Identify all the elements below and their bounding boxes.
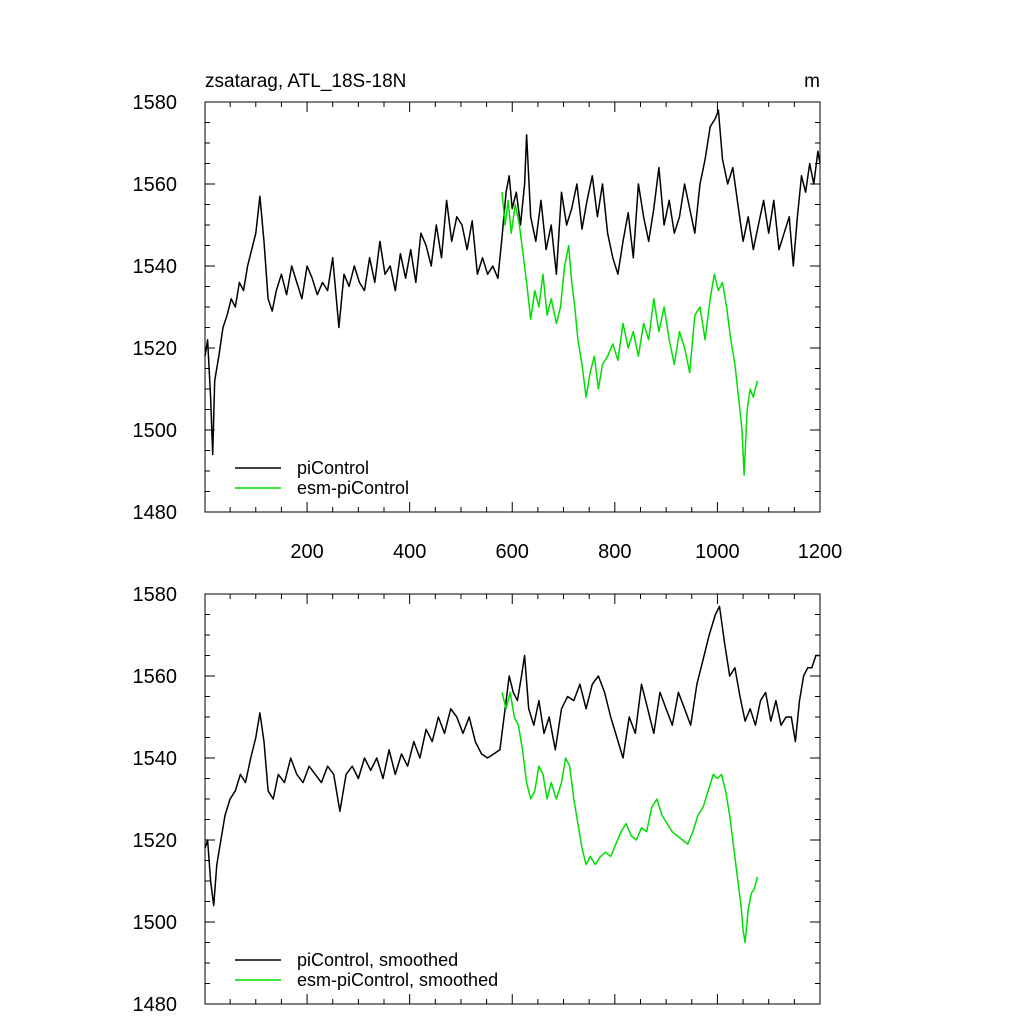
y-tick-label: 1580 (133, 92, 178, 114)
y-tick-label: 1540 (133, 256, 178, 278)
chart-title: zsatarag, ATL_18S-18N (205, 71, 406, 92)
series-line-esm-picontrol (501, 192, 759, 476)
y-tick-label: 1520 (133, 830, 178, 852)
y-tick-label: 1560 (133, 174, 178, 196)
x-tick-label: 1000 (695, 541, 740, 563)
y-tick-label: 1500 (133, 420, 178, 442)
units-label: m (804, 71, 820, 92)
x-tick-label: 200 (290, 541, 323, 563)
y-tick-label: 1580 (133, 584, 178, 606)
legend-label: esm-piControl (297, 478, 409, 498)
series-layer (204, 109, 821, 476)
y-tick-label: 1560 (133, 666, 178, 688)
plot-frame (204, 101, 821, 513)
x-tick-label: 1200 (798, 541, 843, 563)
legend-label: esm-piControl, smoothed (297, 970, 498, 990)
series-line-picontrol-smoothed (204, 605, 820, 907)
tick-labels: 1480 1500 1520 1540 1560 1580 (133, 584, 178, 1016)
y-tick-label: 1500 (133, 912, 178, 934)
axis-ticks (205, 101, 821, 513)
y-tick-label: 1520 (133, 338, 178, 360)
series-line-picontrol (204, 109, 821, 456)
chart-panel-raw: zsatarag, ATL_18S-18N m 200 400 600 800 1000… (133, 71, 843, 563)
series-layer (204, 605, 820, 944)
x-tick-label: 800 (598, 541, 631, 563)
plot-frame (204, 593, 821, 1005)
chart-panel-smoothed: 1480 1500 1520 1540 1560 1580 piControl, smoo… (133, 584, 821, 1016)
y-tick-label: 1480 (133, 502, 178, 524)
y-tick-label: 1480 (133, 994, 178, 1016)
axis-ticks (205, 593, 821, 1005)
y-tick-label: 1540 (133, 748, 178, 770)
legend-label: piControl (297, 458, 369, 478)
x-tick-label: 400 (393, 541, 426, 563)
tick-labels: 200 400 600 800 1000 1200 1480 1500 1520 1540 1560… (133, 92, 843, 563)
legend-label: piControl, smoothed (297, 950, 458, 970)
series-line-esm-picontrol-smoothed (501, 691, 759, 944)
x-tick-label: 600 (496, 541, 529, 563)
